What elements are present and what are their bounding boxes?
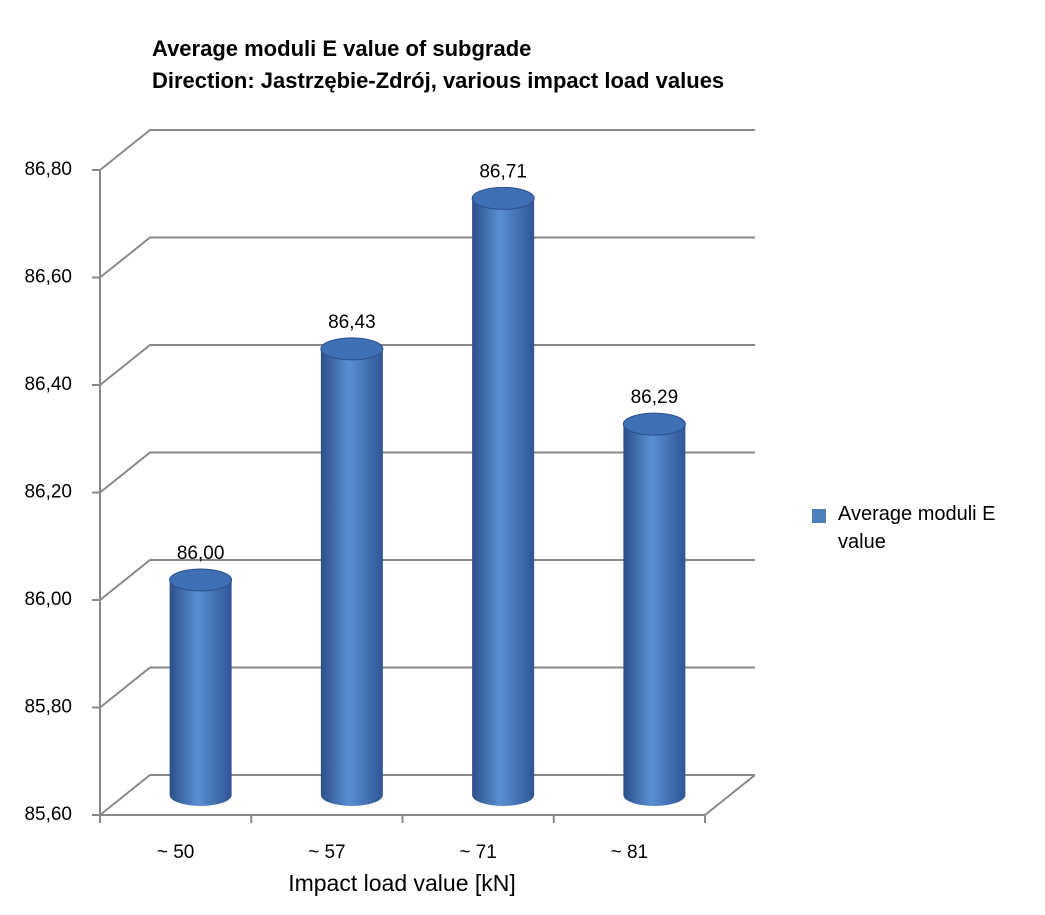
y-tick-label: 86,00 [24, 589, 72, 610]
bar [169, 580, 232, 806]
x-tick-label: ~ 57 [308, 842, 346, 863]
bar [320, 348, 383, 806]
grid-line [99, 559, 755, 601]
bar-top [622, 412, 686, 436]
x-tick-label: ~ 81 [611, 842, 649, 863]
grid-line [99, 451, 755, 494]
value-label: 86,43 [328, 312, 376, 333]
grid-line [99, 236, 755, 279]
x-tick-label: ~ 50 [157, 842, 195, 863]
legend-label: Average moduli E value [838, 503, 996, 553]
grid-line [99, 666, 755, 709]
y-tick-label: 86,60 [24, 267, 72, 288]
bar-top [169, 568, 233, 592]
x-axis-label: Impact load value [kN] [288, 870, 516, 896]
grid-line [99, 774, 755, 816]
chart-subtitle: Direction: Jastrzębie-Zdrój, various imp… [152, 68, 724, 93]
y-tick-label: 85,80 [24, 697, 72, 718]
bar-top [471, 186, 535, 210]
legend: Average moduli E value [812, 500, 1002, 556]
y-tick-label: 85,60 [24, 804, 72, 825]
bar [623, 424, 686, 806]
y-tick-label: 86,40 [24, 374, 72, 395]
floor-edge [704, 774, 756, 816]
value-label: 86,71 [479, 161, 527, 182]
chart-title: Average moduli E value of subgrade [152, 36, 531, 61]
bar-top [320, 337, 384, 361]
x-tick-label: ~ 71 [459, 842, 497, 863]
y-tick-label: 86,20 [24, 482, 72, 503]
value-label: 86,00 [177, 543, 225, 564]
bar [472, 198, 535, 806]
y-tick-label: 86,80 [24, 159, 72, 180]
grid-line [99, 344, 755, 386]
grid-line [99, 129, 755, 171]
value-label: 86,29 [631, 387, 679, 408]
legend-swatch [812, 509, 826, 523]
